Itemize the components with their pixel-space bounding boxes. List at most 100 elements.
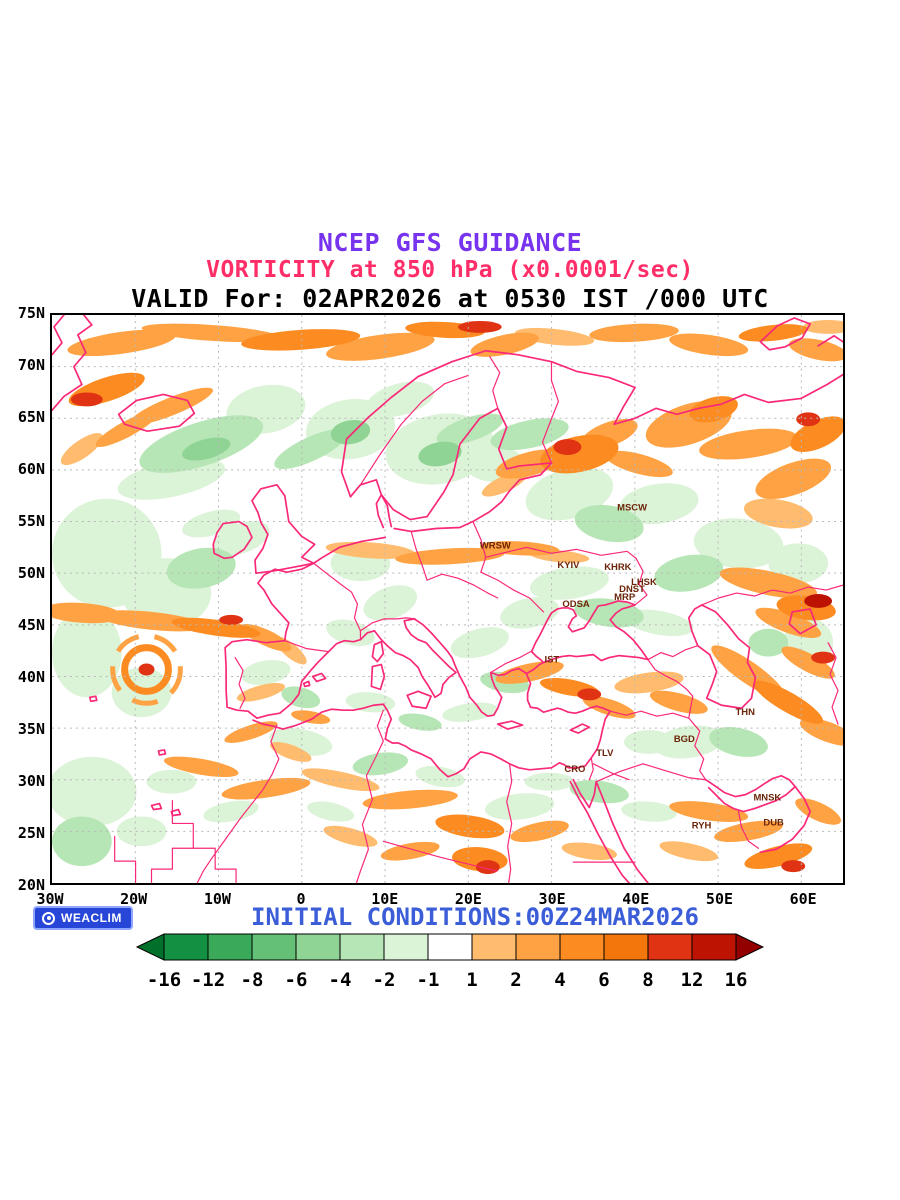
lat-tick-label: 50N bbox=[17, 564, 45, 582]
lat-tick-label: 55N bbox=[17, 512, 45, 530]
vorticity-blob bbox=[352, 752, 408, 776]
vorticity-blob bbox=[67, 329, 176, 357]
vorticity-blob bbox=[788, 338, 843, 362]
vorticity-blob bbox=[203, 800, 259, 823]
title-model: NCEP GFS GUIDANCE bbox=[317, 228, 583, 257]
vorticity-blob bbox=[621, 801, 677, 822]
vorticity-blob bbox=[326, 332, 435, 361]
vorticity-blob bbox=[442, 702, 498, 722]
colorbar-label: -6 bbox=[285, 969, 308, 991]
city-label: BGD bbox=[674, 734, 695, 745]
country-border-path bbox=[382, 840, 498, 872]
vorticity-blob bbox=[781, 646, 835, 679]
country-border-path bbox=[359, 374, 469, 486]
colorbar-label: 2 bbox=[510, 969, 521, 991]
country-border-path bbox=[737, 810, 760, 849]
vorticity-blob bbox=[619, 483, 699, 525]
vorticity-blob bbox=[281, 686, 321, 709]
coastline-path bbox=[88, 695, 98, 703]
vorticity-blob bbox=[624, 730, 674, 754]
coastline-path bbox=[569, 780, 630, 883]
vorticity-blob bbox=[796, 412, 821, 427]
city-label: KYIV bbox=[557, 560, 580, 571]
lat-tick-label: 40N bbox=[17, 668, 45, 686]
vorticity-blob bbox=[553, 439, 582, 456]
initial-conditions-text: INITIAL CONDITIONS:00Z24MAR2026 bbox=[251, 903, 699, 931]
lat-tick-label: 45N bbox=[17, 616, 45, 634]
city-label: THN bbox=[736, 707, 756, 718]
vorticity-blob bbox=[435, 814, 505, 839]
vorticity-blob bbox=[719, 567, 818, 599]
country-border-path bbox=[592, 763, 630, 781]
country-border-path bbox=[647, 658, 694, 697]
colorbar-label: -2 bbox=[373, 969, 396, 991]
vorticity-blob bbox=[457, 320, 502, 333]
coastline-path bbox=[311, 672, 327, 683]
coastline-path bbox=[224, 536, 649, 720]
city-label: RYH bbox=[692, 820, 712, 831]
vorticity-blob bbox=[669, 333, 749, 357]
coastline-path bbox=[251, 483, 316, 575]
city-label: DUB bbox=[763, 817, 784, 828]
vorticity-blob bbox=[60, 433, 103, 466]
country-border-path bbox=[647, 645, 699, 661]
country-border-path bbox=[609, 710, 690, 719]
vorticity-blob bbox=[221, 777, 311, 800]
city-label: CRO bbox=[564, 764, 585, 775]
colorbar-cell bbox=[603, 933, 649, 961]
country-border-path bbox=[688, 717, 707, 781]
coastline-path bbox=[117, 393, 196, 433]
lon-tick-label: 0 bbox=[296, 890, 306, 908]
coastline-path bbox=[212, 520, 253, 560]
lon-tick-label: 20W bbox=[120, 890, 148, 908]
vorticity-blob bbox=[418, 441, 462, 467]
country-border-path bbox=[506, 764, 513, 883]
vorticity-blob bbox=[654, 725, 724, 759]
coastline-path bbox=[52, 315, 65, 356]
vorticity-blob bbox=[141, 323, 281, 343]
coastline-path bbox=[406, 690, 432, 710]
weaclim-ring-icon bbox=[42, 911, 55, 925]
vorticity-blob bbox=[510, 820, 569, 843]
colorbar-label: 1 bbox=[466, 969, 477, 991]
lon-tick-label: 30E bbox=[538, 890, 566, 908]
vorticity-blob bbox=[70, 392, 103, 407]
coastline-path bbox=[704, 774, 797, 798]
vorticity-blob bbox=[146, 769, 197, 794]
vorticity-blob bbox=[307, 801, 355, 822]
colorbar-label: -1 bbox=[417, 969, 440, 991]
country-border-path bbox=[472, 520, 487, 573]
vorticity-blob bbox=[811, 651, 836, 664]
country-border-path bbox=[410, 530, 428, 581]
country-border-path bbox=[355, 709, 384, 883]
vorticity-blob bbox=[804, 594, 833, 608]
coastline-path bbox=[340, 349, 843, 498]
country-border-path bbox=[284, 640, 330, 653]
title-variable: VORTICITY at 850 hPa (x0.0001/sec) bbox=[206, 257, 694, 283]
country-border-path bbox=[701, 584, 843, 606]
map-plot-area: MSCW WRSW KYIV KHRK LHSK DNST MRP ODSA IST THN BGD… bbox=[50, 313, 845, 885]
lon-tick-label: 10W bbox=[203, 890, 231, 908]
country-border-path bbox=[480, 571, 545, 613]
coastline-path bbox=[157, 749, 167, 756]
city-label: WRSW bbox=[480, 540, 511, 551]
country-border-path bbox=[595, 763, 707, 783]
vorticity-blob bbox=[743, 498, 813, 529]
country-border-path bbox=[588, 757, 594, 781]
coastline-path bbox=[370, 663, 386, 691]
coastline-path bbox=[375, 493, 393, 529]
vorticity-blob bbox=[163, 756, 239, 778]
country-border-path bbox=[196, 724, 280, 883]
lon-tick-label: 20E bbox=[454, 890, 482, 908]
vorticity-blob bbox=[236, 683, 286, 702]
coastline-path bbox=[707, 785, 812, 854]
country-border-path bbox=[485, 552, 503, 558]
vorticity-blob bbox=[366, 381, 435, 418]
country-border-path bbox=[426, 573, 499, 599]
vorticity-blob bbox=[326, 619, 375, 646]
vorticity-blob bbox=[171, 617, 261, 638]
lon-tick-label: 30W bbox=[36, 890, 64, 908]
country-border-path bbox=[150, 799, 194, 883]
lat-tick-label: 25N bbox=[17, 824, 45, 842]
colorbar-cell bbox=[515, 933, 561, 961]
